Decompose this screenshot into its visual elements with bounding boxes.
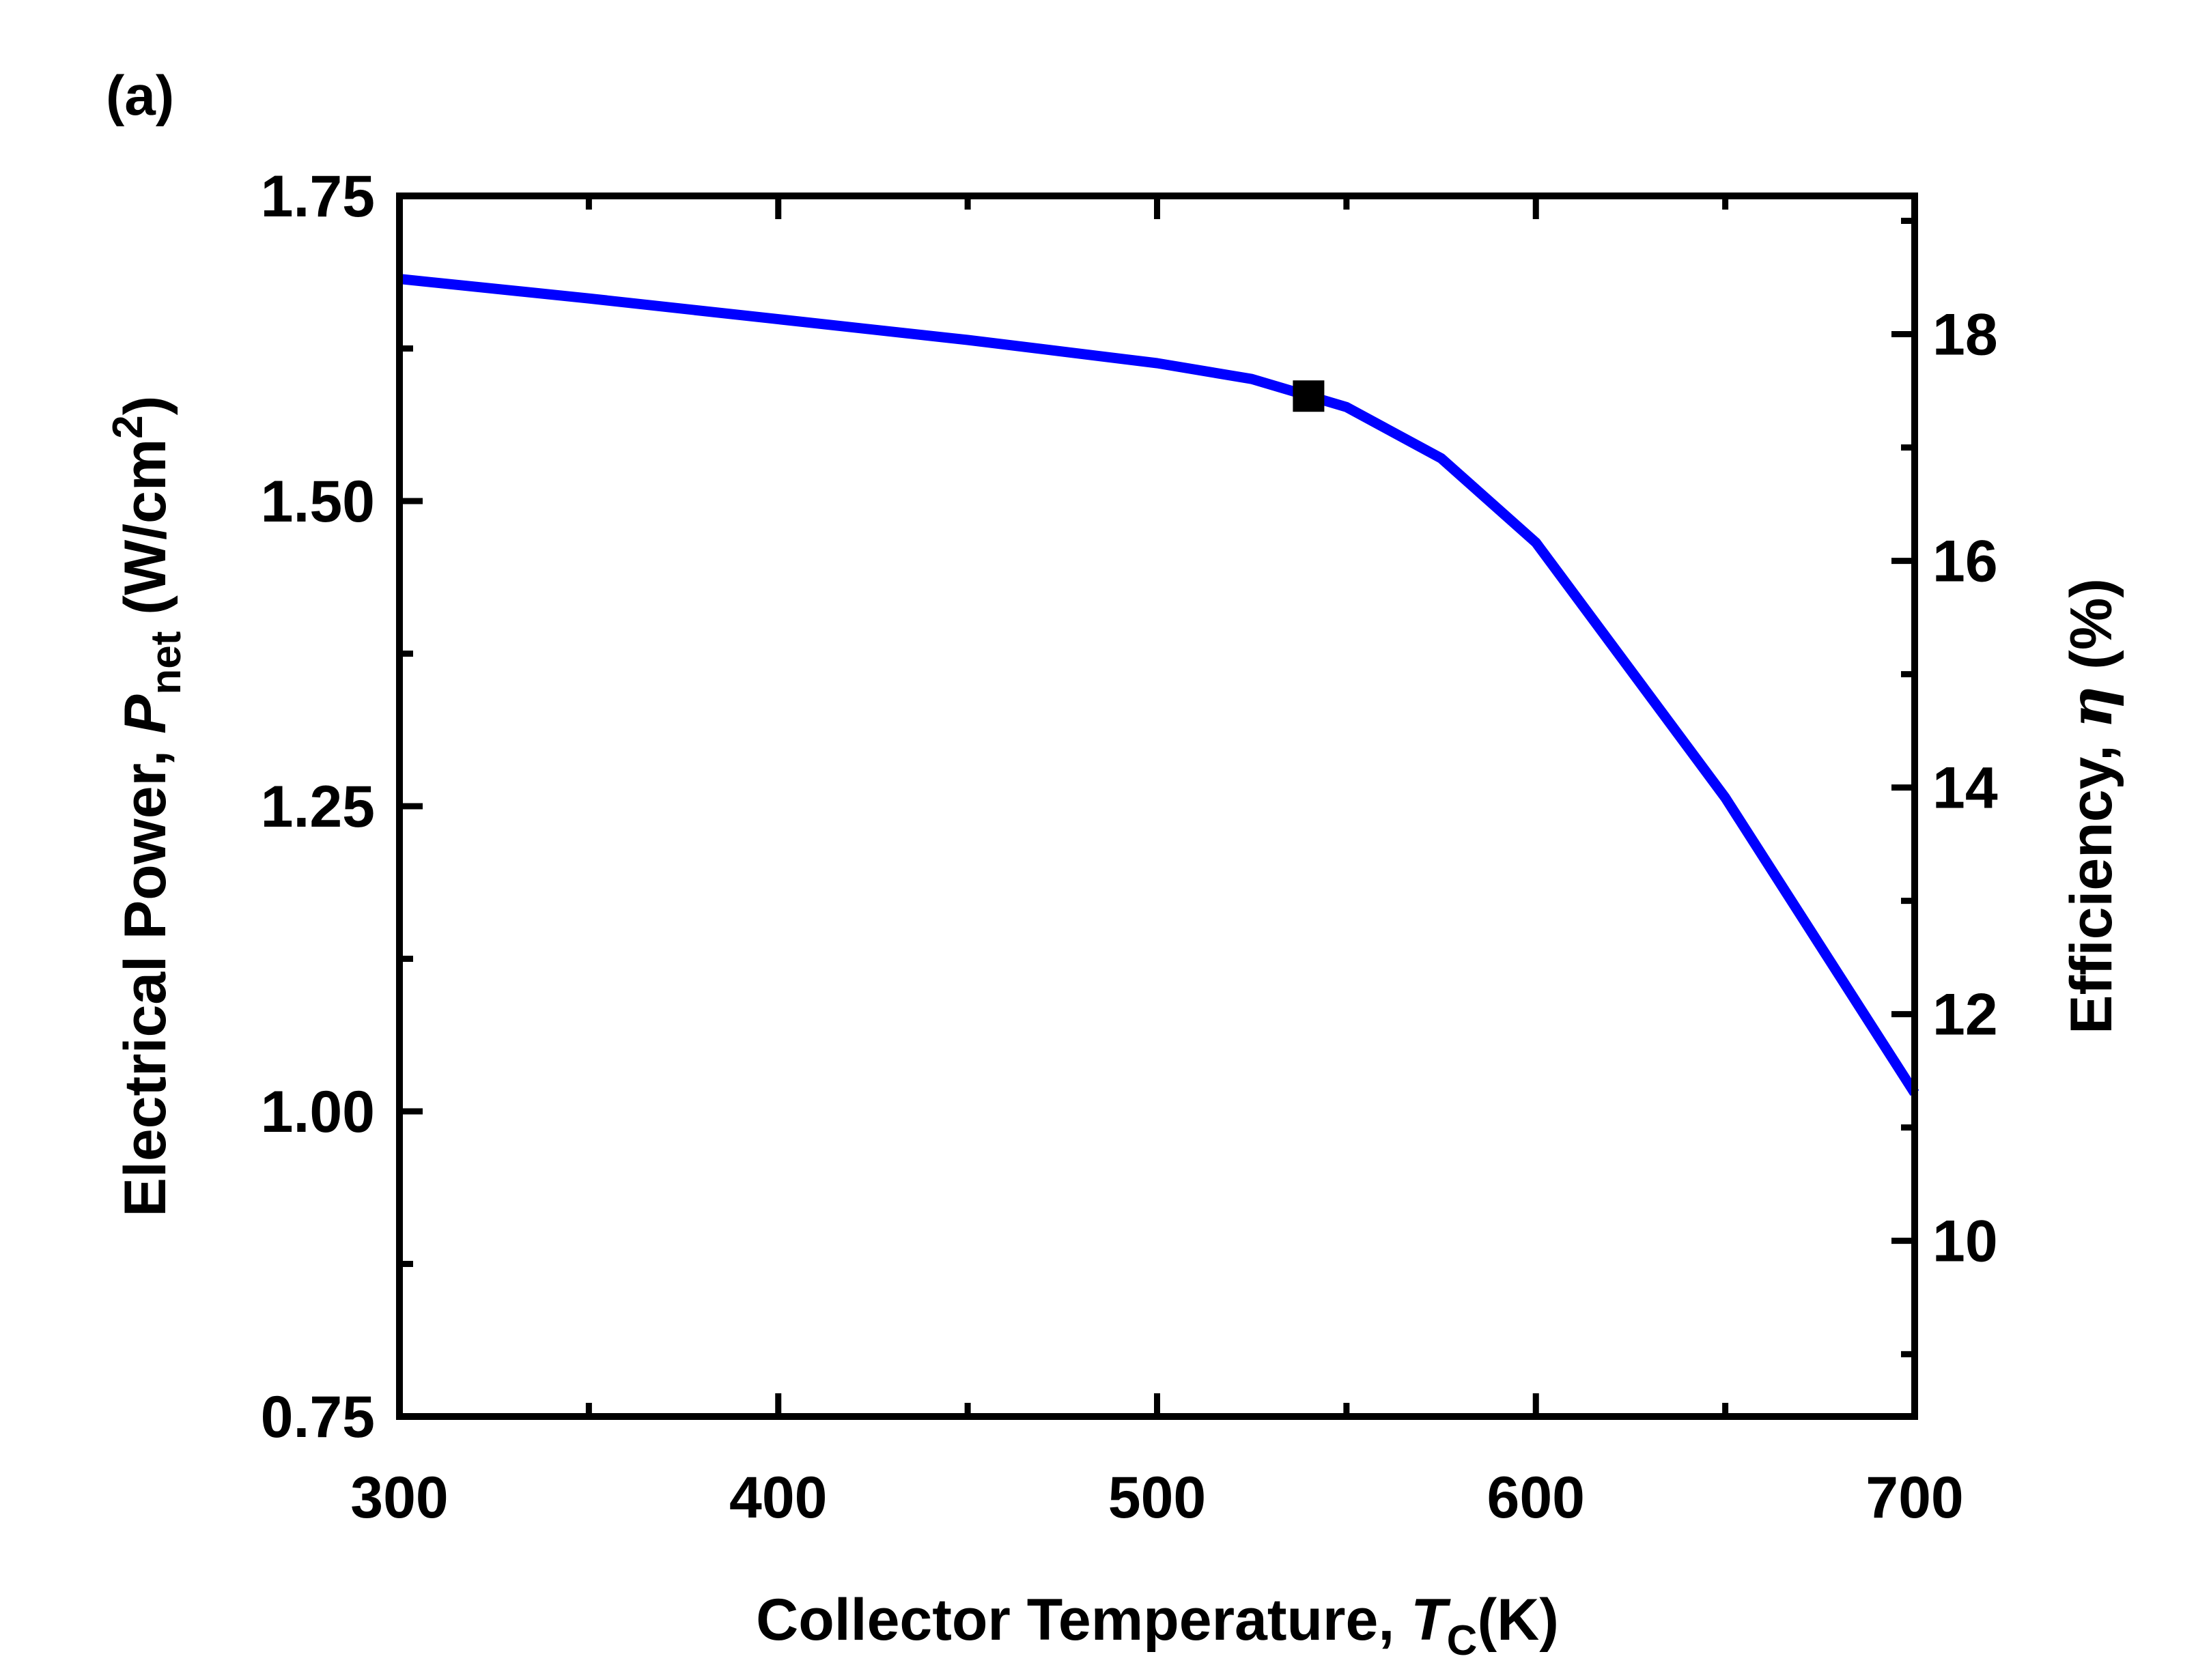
y-left-tick-label: 1.00	[261, 1079, 375, 1145]
y-right-tick-label: 10	[1932, 1209, 1998, 1275]
x-tick-label: 500	[1108, 1465, 1207, 1530]
y-right-tick-label: 14	[1932, 756, 1998, 821]
x-tick-label: 400	[729, 1465, 828, 1530]
y-right-tick-label: 12	[1932, 982, 1998, 1048]
panel-label: (a)	[106, 65, 174, 127]
y-right-tick-label: 18	[1932, 302, 1998, 368]
y-left-tick-label: 1.25	[261, 774, 375, 840]
x-tick-label: 300	[350, 1465, 449, 1530]
y-left-tick-label: 0.75	[261, 1384, 375, 1450]
y-left-tick-label: 1.75	[261, 164, 375, 229]
axes-layer: 300 400 500 600 700 0.75 1.00 1.25 1.50 1.75 10 12 1…	[261, 164, 1998, 1530]
x-tick-label: 700	[1866, 1465, 1964, 1530]
x-tick-label: 600	[1487, 1465, 1586, 1530]
y-left-tick-label: 1.50	[261, 469, 375, 535]
x-axis-title: Collector Temperature, TC(K)	[756, 1587, 1559, 1664]
series-layer	[399, 274, 1919, 1096]
y-right-tick-label: 16	[1932, 529, 1998, 595]
plot-frame	[396, 193, 1918, 1420]
series-line-power	[399, 274, 1919, 1096]
y-left-axis-title: Electrical Power, Pnet (W/cm2)	[104, 396, 190, 1217]
marker-square	[1293, 380, 1325, 412]
y-right-axis-title: Efficiency, η (%)	[2057, 578, 2126, 1034]
